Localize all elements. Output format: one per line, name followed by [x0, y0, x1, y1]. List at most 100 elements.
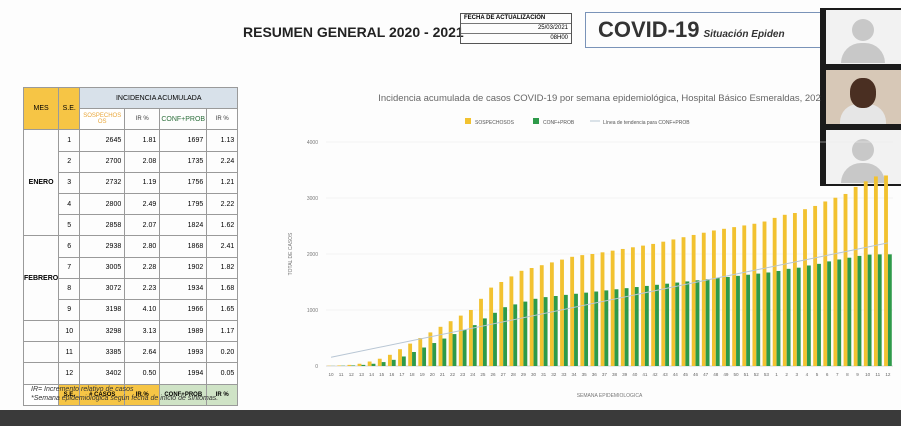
bar-conf-prob: [533, 298, 538, 366]
bar-sospechosos: [347, 364, 352, 366]
bar-conf-prob: [432, 343, 437, 366]
x-tick-label: 1: [775, 372, 778, 377]
chart-title: Incidencia acumulada de casos COVID-19 p…: [378, 93, 821, 104]
bar-sospechosos: [813, 205, 818, 366]
bar-sospechosos: [590, 254, 595, 366]
x-tick-label: 42: [653, 372, 659, 377]
x-tick-label: 35: [582, 372, 588, 377]
y-tick-label: 1000: [307, 308, 318, 314]
person-face: [850, 78, 876, 108]
footer-conf: CONF+PROB: [159, 383, 208, 406]
x-tick-label: 38: [612, 372, 618, 377]
y-tick-label: 4000: [307, 140, 318, 146]
x-tick-label: 2: [785, 372, 788, 377]
bar-sospechosos: [620, 248, 625, 366]
x-tick-label: 32: [551, 372, 557, 377]
bar-sospechosos: [560, 259, 564, 366]
bar-sospechosos: [711, 230, 716, 366]
table-row: 8 3072 2.23 1934 1.68: [24, 277, 239, 300]
bar-sospechosos: [641, 245, 645, 366]
col-sosp-header: SOSPECHOS OS: [79, 108, 126, 131]
bar-conf-prob: [685, 281, 690, 366]
x-tick-label: 24: [470, 372, 476, 377]
bar-sospechosos: [772, 217, 777, 366]
bar-conf-prob: [624, 288, 629, 366]
update-date: 25/03/2021: [461, 24, 571, 34]
bar-sospechosos: [418, 338, 423, 366]
bar-conf-prob: [472, 325, 477, 366]
x-tick-label: 8: [846, 372, 849, 377]
bar-conf-prob: [786, 268, 791, 366]
bar-conf-prob: [867, 254, 872, 366]
x-tick-label: 15: [379, 372, 385, 377]
bar-sospechosos: [782, 214, 787, 366]
x-tick-label: 29: [521, 372, 527, 377]
bar-sospechosos: [873, 176, 878, 366]
ir2-cell: 1.65: [206, 298, 239, 322]
participant-tile-1[interactable]: [826, 10, 901, 64]
bar-conf-prob: [493, 312, 497, 366]
avatar-body-icon: [841, 43, 885, 63]
x-tick-label: 12: [349, 372, 355, 377]
x-tick-label: 12: [885, 372, 891, 377]
month-cell: FEBRERO: [22, 235, 60, 322]
x-tick-label: 28: [511, 372, 517, 377]
bar-sospechosos: [630, 247, 635, 366]
legend-swatch-sosp: [465, 118, 471, 124]
person-body: [840, 104, 886, 124]
x-tick-label: 51: [744, 372, 750, 377]
bar-sospechosos: [529, 268, 534, 366]
bar-sospechosos: [479, 298, 483, 366]
incidence-table: MES S.E. INCIDENCIA ACUMULADA SOSPECHOS …: [22, 86, 239, 406]
bar-conf-prob: [776, 270, 781, 366]
bar-conf-prob: [442, 338, 447, 366]
bar-conf-prob: [705, 279, 710, 366]
x-axis-label: SEMANA EPIDEMIOLOGICA: [577, 393, 643, 399]
bar-conf-prob: [847, 257, 852, 366]
bar-sospechosos: [651, 243, 656, 366]
bar-sospechosos: [509, 276, 514, 366]
x-tick-label: 36: [592, 372, 598, 377]
bar-sospechosos: [428, 332, 433, 366]
table-row: 11 3385 2.64 1993 0.20: [22, 341, 239, 364]
col-se-header: S.E.: [58, 86, 81, 131]
bar-sospechosos: [549, 262, 554, 366]
avatar-icon: [852, 19, 874, 41]
x-tick-label: 43: [663, 372, 669, 377]
bar-sospechosos: [468, 310, 473, 366]
bar-sospechosos: [732, 227, 737, 366]
bar-sospechosos: [863, 181, 868, 366]
bar-conf-prob: [756, 273, 761, 366]
x-tick-label: 27: [501, 372, 507, 377]
participant-tile-3[interactable]: [826, 130, 901, 184]
bar-conf-prob: [351, 365, 356, 366]
x-tick-label: 52: [754, 372, 760, 377]
bar-conf-prob: [482, 318, 487, 366]
bar-sospechosos: [833, 197, 838, 366]
bar-sospechosos: [701, 232, 706, 366]
bar-sospechosos: [843, 193, 848, 366]
bar-sospechosos: [438, 326, 443, 366]
bar-sospechosos: [580, 255, 585, 366]
bar-conf-prob: [422, 347, 427, 366]
footnote-se: *Semana epidemiológica según fecha de in…: [31, 395, 219, 402]
y-tick-label: 0: [315, 364, 318, 370]
x-tick-label: 21: [440, 372, 446, 377]
table-row: 3 2732 1.19 1756 1.21: [24, 171, 239, 194]
bar-sospechosos: [448, 321, 453, 366]
participant-tile-video[interactable]: [826, 70, 901, 124]
x-tick-label: 11: [339, 372, 344, 377]
bar-conf-prob: [725, 276, 730, 366]
legend-label-conf: CONF+PROB: [543, 120, 575, 126]
bar-conf-prob: [371, 363, 376, 366]
bar-sospechosos: [691, 234, 696, 366]
x-tick-label: 20: [430, 372, 436, 377]
trend-line: [330, 242, 889, 358]
legend-swatch-conf: [533, 118, 539, 124]
bar-sospechosos: [884, 175, 888, 366]
bar-conf-prob: [634, 287, 639, 366]
bar-conf-prob: [877, 254, 882, 366]
brand-banner: COVID-19 Situación Epiden: [585, 12, 832, 48]
bar-conf-prob: [736, 275, 740, 366]
